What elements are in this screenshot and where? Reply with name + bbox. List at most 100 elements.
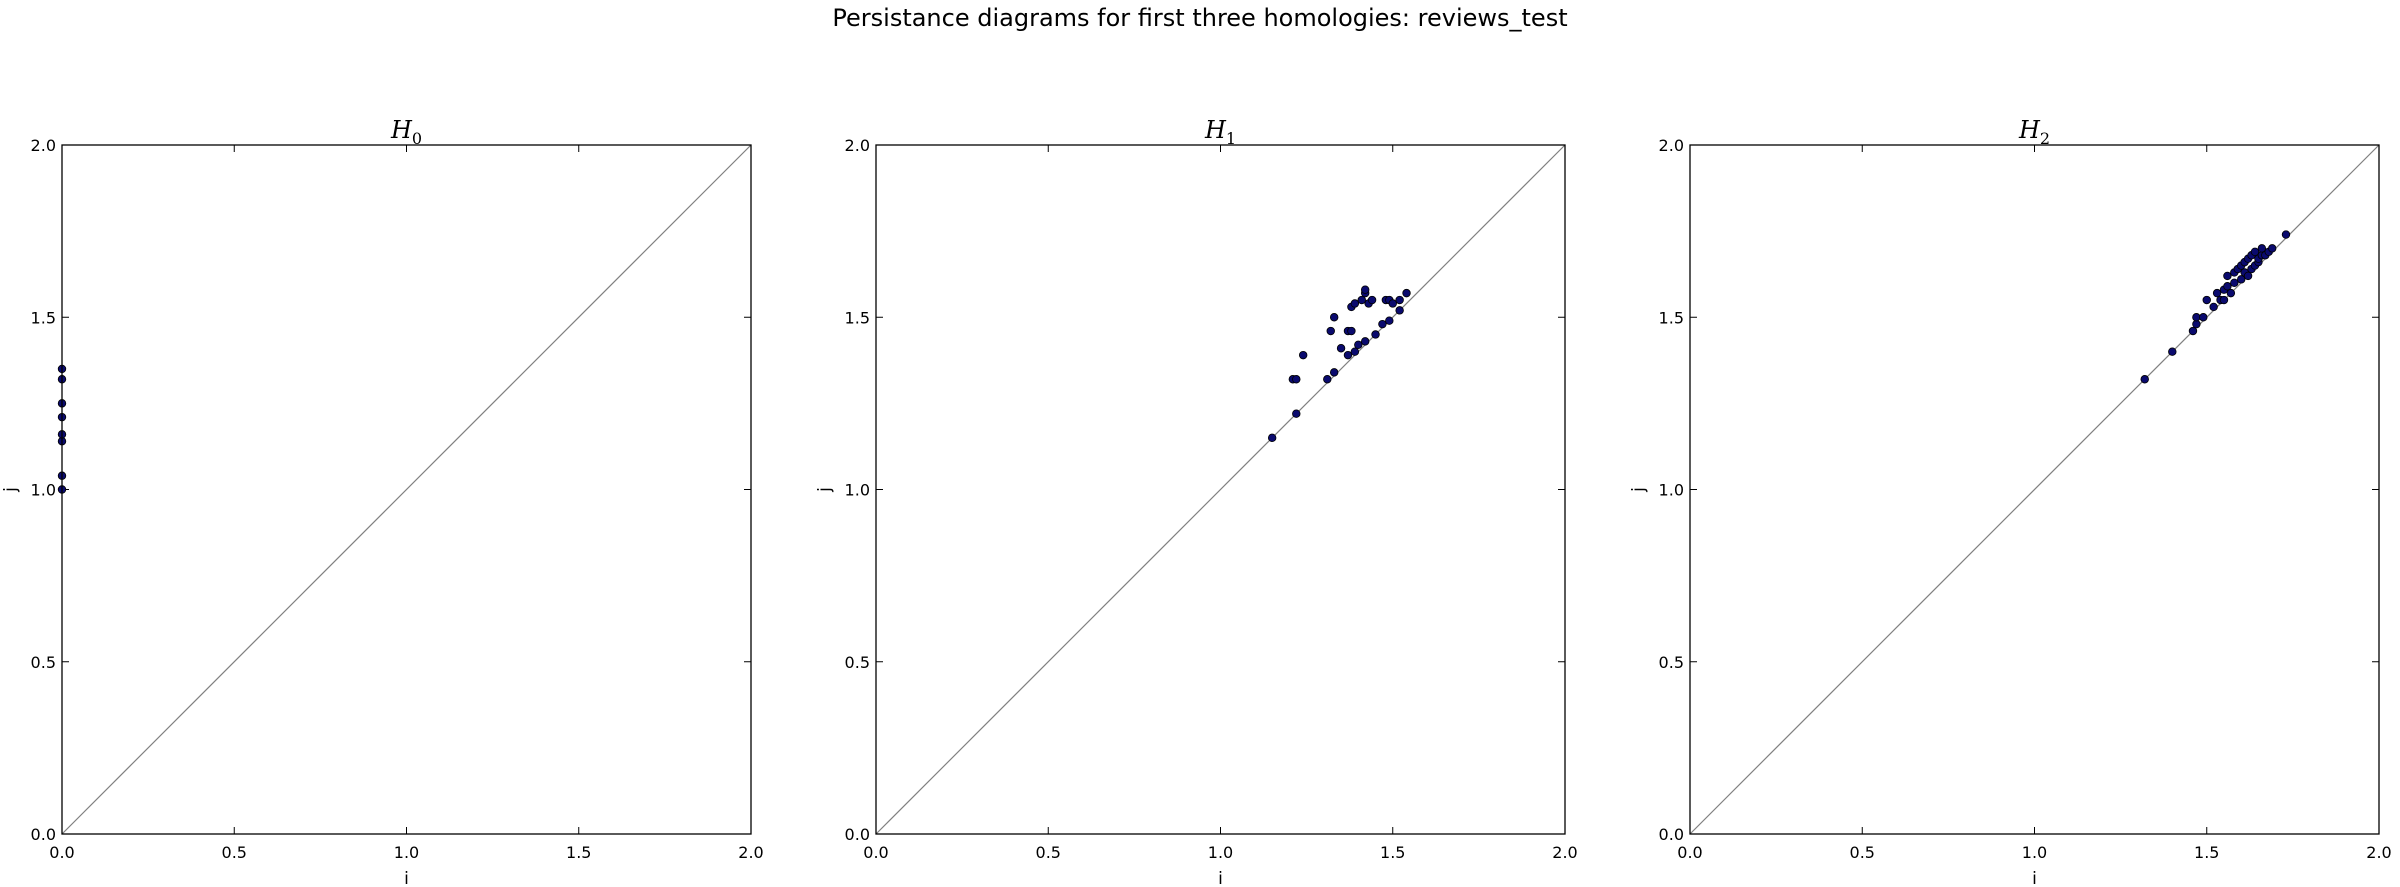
y-tick-label: 0.5 (845, 653, 870, 672)
y-tick-label: 1.0 (31, 481, 56, 500)
data-point (2223, 282, 2232, 291)
x-tick-label: 1.5 (2194, 843, 2219, 862)
subplot-title: H0 (390, 116, 422, 148)
data-point (2212, 288, 2222, 298)
y-tick-label: 0.0 (31, 825, 56, 844)
data-point (1388, 299, 1397, 308)
subplot-title-subscript: 2 (2040, 129, 2050, 148)
subplot-title-main: H (1204, 116, 1227, 144)
x-tick-label: 1.0 (394, 843, 419, 862)
axes-frame (61, 144, 752, 835)
x-tick-label: 2.0 (2366, 843, 2391, 862)
data-point (1336, 344, 1346, 353)
data-point (2188, 326, 2198, 336)
x-tick-label: 0.0 (863, 843, 888, 862)
x-tick-label: 0.5 (1850, 843, 1875, 862)
y-axis-label: j (1, 487, 21, 493)
x-axis-label: i (1218, 869, 1223, 887)
subplot-title-main: H (2018, 116, 2041, 144)
data-point (2268, 244, 2277, 253)
data-point (1357, 295, 1366, 305)
subplot-2: 0.0 0.5 1.0 1.5 2.0 0.0 0.5 1.0 1.5 2.0 i j H2 (1629, 116, 2392, 887)
x-tick-label: 1.0 (1208, 843, 1233, 862)
data-point (2250, 247, 2260, 256)
y-tick-label: 2.0 (31, 136, 56, 155)
x-tick-label: 2.0 (738, 843, 763, 862)
data-point (2236, 275, 2246, 284)
y-tick-label: 1.5 (1659, 308, 1684, 327)
diagonal-line (1689, 144, 2380, 835)
data-point (1292, 409, 1301, 418)
x-axis-label: i (2032, 869, 2037, 887)
data-point (2243, 271, 2253, 281)
x-tick-label: 0.0 (49, 843, 74, 862)
subplot-0: 0.0 0.5 1.0 1.5 2.0 0.0 0.5 1.0 1.5 2.0 i j H0 (1, 116, 764, 887)
y-tick-label: 1.5 (845, 308, 870, 327)
data-point (1350, 299, 1360, 308)
data-point (1402, 288, 1411, 298)
x-tick-label: 1.5 (1380, 843, 1405, 862)
data-point (1360, 285, 1370, 294)
x-tick-label: 0.5 (222, 843, 247, 862)
subplot-title: H1 (1204, 116, 1236, 148)
data-point (2192, 313, 2201, 322)
data-point (1323, 375, 1332, 384)
y-tick-label: 0.0 (1659, 825, 1684, 844)
data-point (1329, 368, 1339, 377)
data-point (1378, 319, 1387, 329)
data-point (1329, 313, 1339, 322)
y-tick-label: 2.0 (845, 136, 870, 155)
axes-frame (1689, 144, 2380, 835)
data-point (2168, 347, 2177, 356)
data-point (2140, 375, 2149, 384)
data-point (2257, 244, 2267, 253)
subplot-title: H2 (2018, 116, 2050, 148)
data-point (1371, 330, 1380, 339)
x-tick-label: 2.0 (1552, 843, 1577, 862)
data-point (1267, 433, 1277, 443)
data-point (1326, 326, 1335, 336)
subplot-1: 0.0 0.5 1.0 1.5 2.0 0.0 0.5 1.0 1.5 2.0 i j H1 (815, 116, 1578, 887)
y-tick-label: 0.5 (31, 653, 56, 672)
x-tick-label: 1.5 (566, 843, 591, 862)
data-point (2230, 278, 2239, 287)
axes-frame (875, 144, 1566, 835)
data-point (1360, 337, 1370, 346)
data-point (1385, 316, 1394, 325)
diagonal-line (61, 144, 752, 835)
y-axis-label: j (1629, 487, 1649, 493)
data-point (1350, 347, 1360, 356)
figure-title: Persistance diagrams for first three hom… (832, 4, 1568, 32)
data-point (1367, 295, 1377, 305)
y-tick-label: 1.0 (1659, 481, 1684, 500)
data-point (1292, 375, 1301, 384)
data-point (1395, 306, 1404, 315)
data-point (1395, 295, 1404, 305)
data-point (2226, 288, 2236, 298)
data-point (2219, 295, 2229, 305)
y-tick-label: 2.0 (1659, 136, 1684, 155)
y-tick-label: 0.0 (845, 825, 870, 844)
x-tick-label: 0.5 (1036, 843, 1061, 862)
subplot-title-subscript: 1 (1226, 129, 1236, 148)
data-point (2209, 302, 2218, 312)
data-point (2281, 230, 2291, 239)
x-tick-label: 1.0 (2022, 843, 2047, 862)
y-axis-label: j (815, 487, 835, 493)
diagonal-line (875, 144, 1566, 835)
y-tick-label: 1.0 (845, 481, 870, 500)
y-tick-label: 1.5 (31, 308, 56, 327)
data-point (1347, 326, 1356, 336)
data-point (2192, 319, 2201, 329)
data-point (1354, 340, 1363, 350)
data-point (2223, 271, 2232, 281)
y-tick-label: 0.5 (1659, 653, 1684, 672)
data-point (1298, 350, 1308, 360)
data-point (2199, 313, 2208, 322)
data-point (2202, 295, 2211, 305)
subplot-title-subscript: 0 (412, 129, 422, 148)
subplot-title-main: H (390, 116, 413, 144)
x-axis-label: i (404, 869, 409, 887)
